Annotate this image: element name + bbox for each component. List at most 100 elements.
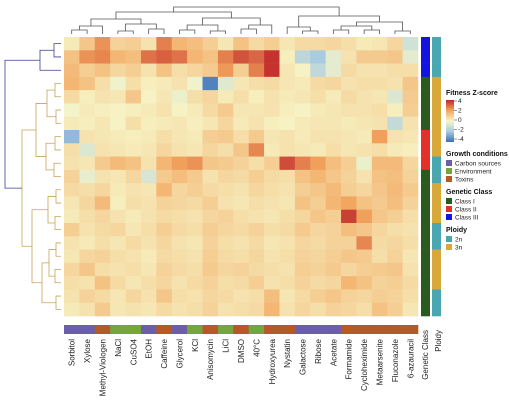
heatmap-cell	[325, 249, 342, 264]
class-cell	[421, 130, 430, 144]
heatmap-cell	[294, 223, 311, 237]
heatmap-cell	[356, 289, 373, 304]
heatmap-cell	[79, 209, 96, 224]
heatmap-cell	[356, 130, 373, 144]
heatmap-cell	[94, 37, 111, 51]
heatmap-cell	[171, 103, 188, 118]
class-legend-label: Class I	[455, 199, 475, 206]
heatmap-cell	[402, 116, 419, 131]
heatmap-cell	[279, 223, 296, 237]
heatmap-cell	[110, 236, 126, 250]
column-label: Galactose	[299, 338, 308, 375]
class-legend-swatch	[446, 214, 452, 220]
condition-cell	[202, 325, 219, 334]
heatmap-cell	[217, 103, 234, 118]
column-labels: Sorbitol Xylose Methyl-Viologen NaCl CuSO4 Et…	[68, 338, 416, 396]
heatmap-cell	[294, 302, 311, 317]
heatmap-cell	[94, 156, 111, 171]
heatmap-cell	[279, 196, 296, 211]
heatmap-cell	[356, 63, 373, 78]
heatmap-cell	[187, 223, 203, 237]
heatmap-cell	[387, 183, 403, 197]
heatmap-cell	[202, 196, 219, 211]
heatmap-cell	[279, 249, 296, 264]
column-dendrogram-branch	[173, 6, 340, 16]
heatmap-cell	[371, 276, 388, 290]
heatmap-cell	[264, 63, 280, 78]
heatmap-cell	[371, 289, 388, 304]
heatmap-cell	[279, 37, 296, 51]
class-cell	[421, 236, 430, 250]
heatmap-cell	[125, 236, 142, 250]
heatmap-cell	[325, 76, 342, 91]
heatmap-cell	[402, 130, 419, 144]
column-dendrogram-branch	[286, 26, 311, 34]
heatmap-cell	[233, 37, 249, 51]
heatmap-cell	[110, 76, 126, 91]
condition-cell	[156, 325, 173, 334]
heatmap-cell	[402, 103, 419, 118]
heatmap-cell	[387, 209, 403, 224]
row-dendrogram-branch	[54, 83, 61, 98]
condition-cell	[356, 325, 373, 334]
growth-legend-title: Growth conditions	[446, 151, 508, 158]
heatmap-cell	[341, 183, 357, 197]
heatmap-cell	[371, 130, 388, 144]
heatmap-cell	[79, 50, 96, 64]
heatmap-cell	[64, 103, 80, 118]
condition-cell	[279, 325, 296, 334]
heatmap-cell	[217, 143, 234, 157]
heatmap-cell	[171, 236, 188, 250]
heatmap-cell	[325, 90, 342, 104]
row-dendrogram	[4, 43, 61, 310]
heatmap-cell	[79, 76, 96, 91]
column-label: Ribose	[314, 338, 323, 363]
heatmap-cell	[171, 90, 188, 104]
heatmap-cell	[325, 289, 342, 304]
column-dendrogram-branch	[125, 23, 157, 31]
heatmap-cell	[325, 156, 342, 171]
column-dendrogram-branch	[202, 17, 261, 25]
row-dendrogram-branch	[4, 59, 40, 189]
column-label: DMSO	[237, 339, 246, 363]
heatmap-cell	[202, 50, 219, 64]
heatmap-cell	[233, 63, 249, 78]
heatmap-cell	[387, 249, 403, 264]
heatmap-cell	[187, 156, 203, 171]
heatmap-cell	[125, 169, 142, 184]
heatmap-cell	[140, 276, 157, 290]
zscore-tick-label: -2	[458, 127, 464, 134]
column-label: Metaarsenite	[376, 338, 385, 385]
heatmap-cell	[233, 103, 249, 118]
heatmap-cell	[402, 249, 419, 264]
heatmap-cell	[110, 63, 126, 78]
legend: Fitness Z-score 4 2 0 -2 -4 Growth condition…	[446, 90, 508, 252]
heatmap-cell	[140, 156, 157, 171]
heatmap-cell	[325, 63, 342, 78]
heatmap-cell	[171, 130, 188, 144]
heatmap-cell	[140, 289, 157, 304]
heatmap-cell	[325, 130, 342, 144]
heatmap-cell	[110, 302, 126, 317]
heatmap-cell	[294, 289, 311, 304]
heatmap-cell	[233, 289, 249, 304]
heatmap-cell	[125, 103, 142, 118]
heatmap-cell	[156, 90, 173, 104]
heatmap-cell	[79, 103, 96, 118]
heatmap-cell	[64, 130, 80, 144]
heatmap-cell	[356, 249, 373, 264]
heatmap-cell	[187, 130, 203, 144]
heatmap-cell	[233, 223, 249, 237]
heatmap-cell	[402, 156, 419, 171]
heatmap-cell	[64, 143, 80, 157]
ploidy-label: Ploidy	[434, 330, 443, 352]
column-dendrogram-branch	[209, 30, 227, 34]
heatmap-cell	[356, 223, 373, 237]
heatmap-cell	[264, 196, 280, 211]
heatmap-cell	[64, 76, 80, 91]
heatmap-cell	[94, 143, 111, 157]
heatmap-cell	[248, 50, 265, 64]
growth-legend-swatch	[446, 176, 452, 182]
heatmap-cell	[79, 130, 96, 144]
